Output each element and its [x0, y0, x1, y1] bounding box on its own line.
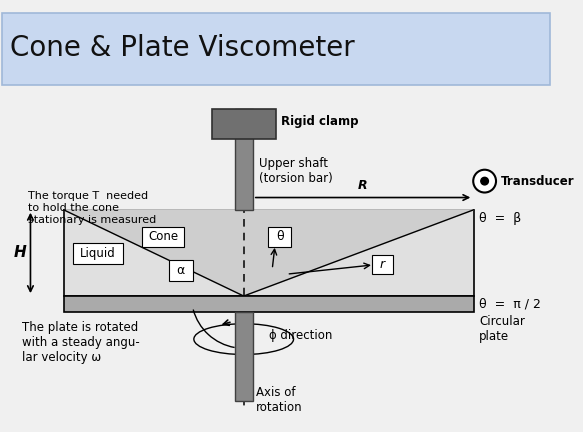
Text: The torque T  needed
to hold the cone
stationary is measured: The torque T needed to hold the cone sta…	[28, 191, 156, 225]
FancyBboxPatch shape	[2, 13, 550, 85]
Text: Cone: Cone	[148, 230, 178, 243]
Text: Rigid clamp: Rigid clamp	[281, 114, 359, 127]
Text: α: α	[176, 264, 184, 276]
Text: The plate is rotated
with a steady angu-
lar velocity ω: The plate is rotated with a steady angu-…	[22, 321, 140, 364]
Text: H: H	[14, 245, 27, 260]
Text: Upper shaft
(torsion bar): Upper shaft (torsion bar)	[258, 157, 332, 185]
Bar	[234, 311, 253, 401]
Text: θ  =  β: θ = β	[479, 212, 522, 225]
Text: Liquid: Liquid	[80, 248, 116, 260]
Text: r: r	[380, 258, 385, 271]
Text: Transducer: Transducer	[501, 175, 574, 187]
Text: θ  =  π / 2: θ = π / 2	[479, 297, 541, 310]
Circle shape	[481, 177, 489, 185]
FancyBboxPatch shape	[168, 260, 194, 281]
FancyBboxPatch shape	[268, 227, 291, 247]
FancyBboxPatch shape	[372, 255, 393, 274]
Text: θ: θ	[276, 230, 283, 243]
Polygon shape	[64, 210, 473, 296]
Text: Circular
plate: Circular plate	[479, 315, 525, 343]
Bar	[212, 109, 276, 139]
Bar	[64, 210, 473, 296]
FancyBboxPatch shape	[73, 244, 122, 264]
Circle shape	[473, 170, 496, 193]
Text: R: R	[358, 179, 368, 192]
Text: Cone & Plate Viscometer: Cone & Plate Viscometer	[9, 34, 354, 62]
Bar	[234, 109, 253, 210]
FancyBboxPatch shape	[142, 227, 184, 247]
Text: ϕ direction: ϕ direction	[269, 328, 332, 342]
Text: Axis of
rotation: Axis of rotation	[256, 386, 303, 414]
Bar	[64, 296, 473, 311]
